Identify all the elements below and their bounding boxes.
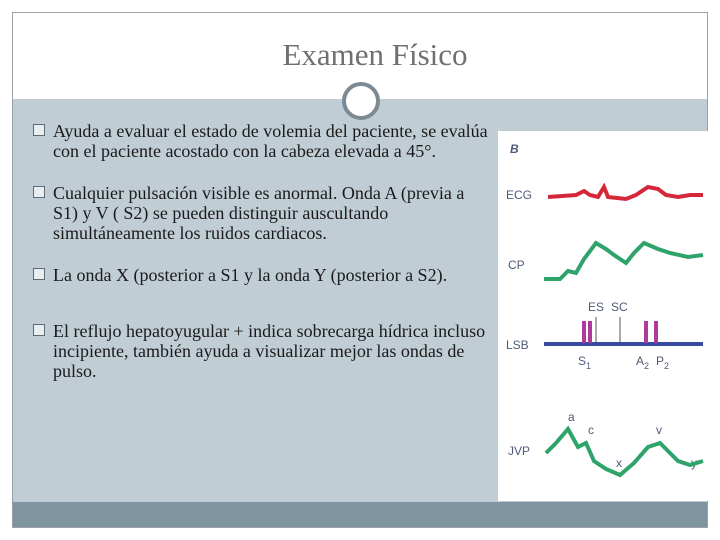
p2-subscript: 2 (664, 361, 669, 371)
es-marker-label: ES (588, 300, 604, 314)
jvp-trace (544, 425, 704, 478)
jvp-label: JVP (508, 444, 530, 458)
bullet-box-icon (33, 324, 45, 336)
s1-sound-bar (588, 321, 592, 343)
bullet-box-icon (33, 268, 45, 280)
bullet-box-icon (33, 124, 45, 136)
panel-letter: B (510, 142, 519, 156)
bullet-text: El reflujo hepatoyugular + indica sobrec… (53, 321, 486, 381)
bullet-item: La onda X (posterior a S1 y la onda Y (p… (33, 265, 493, 285)
slide-title: Examen Físico (282, 37, 468, 72)
bullet-list: Ayuda a evaluar el estado de volemia del… (33, 121, 493, 381)
wave-c-label: c (588, 423, 594, 437)
wave-a-label: a (568, 410, 575, 424)
footer-bar (13, 502, 707, 527)
s1-sound-bar (582, 321, 586, 343)
a2-letter: A (636, 354, 644, 368)
waveform-diagram: B ECG CP ES SC LSB S1 A2 P2 a c v (506, 142, 704, 478)
ecg-trace (547, 182, 703, 202)
cp-label: CP (508, 258, 525, 272)
s1-letter: S (578, 354, 586, 368)
lsb-label: LSB (506, 338, 529, 352)
p2-label: P2 (656, 354, 669, 371)
ecg-label: ECG (506, 188, 532, 202)
pulse-waveform-figure: B ECG CP ES SC LSB S1 A2 P2 a c v (498, 131, 711, 501)
bullet-text: Ayuda a evaluar el estado de volemia del… (53, 121, 488, 161)
slide: Examen Físico Ayuda a evaluar el estado … (12, 12, 711, 528)
sc-marker-label: SC (611, 300, 628, 314)
title-ring-ornament (342, 82, 380, 120)
a2-subscript: 2 (644, 361, 649, 371)
bullet-text: La onda X (posterior a S1 y la onda Y (p… (53, 265, 448, 285)
a2-sound-bar (644, 321, 648, 343)
p2-sound-bar (654, 321, 658, 343)
s1-label: S1 (578, 354, 591, 371)
wave-v-label: v (656, 423, 662, 437)
bullet-text: Cualquier pulsación visible es anormal. … (53, 183, 465, 243)
bullet-item: Cualquier pulsación visible es anormal. … (33, 183, 493, 243)
bullet-item: Ayuda a evaluar el estado de volemia del… (33, 121, 493, 161)
cp-trace (544, 240, 704, 281)
bullet-box-icon (33, 186, 45, 198)
wave-x-label: x (616, 456, 622, 470)
a2-label: A2 (636, 354, 649, 371)
bullet-item: El reflujo hepatoyugular + indica sobrec… (33, 321, 493, 381)
s1-subscript: 1 (586, 361, 591, 371)
p2-letter: P (656, 354, 664, 368)
